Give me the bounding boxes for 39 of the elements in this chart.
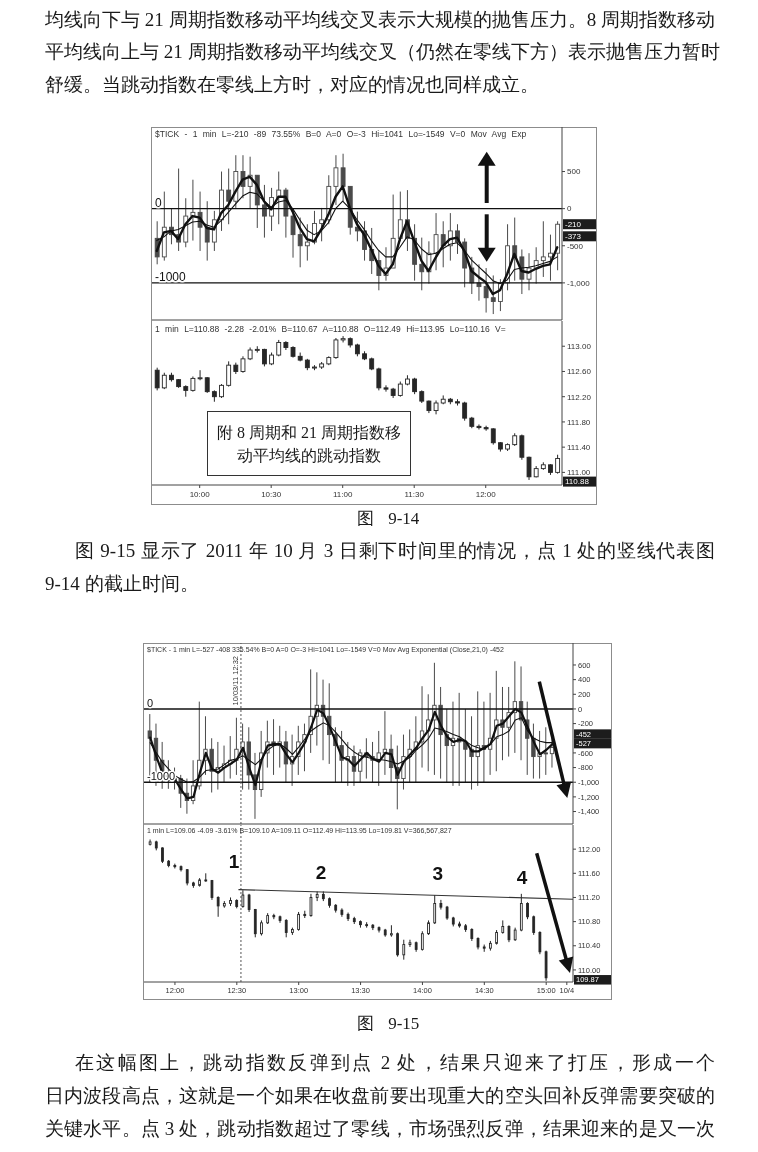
y-tick-label: 113.00 — [567, 342, 592, 352]
text: -373 — [565, 231, 582, 241]
annotation: 附 8 周期和 21 周期指数移动平均线的跳动指数 — [216, 422, 402, 466]
caption: 图 9-15 显示了 2011 年 10 月 3 日剩下时间里的情况，点 1 处的竖线代表图 — [75, 539, 715, 563]
chart-title: 1 min L=110.88 -2.28 -2.01% B=110.67 A=110.88 O=112.49 Hi=113.95 Lo=110.16 V= — [155, 324, 506, 334]
text: 日内波段高点，这就是一个如果在收盘前要出现重大的空头回补反弹需要突破的 — [45, 1084, 715, 1108]
caption: 图 9-14 — [355, 508, 421, 530]
y-tick-label: 500 — [567, 167, 581, 177]
y-tick-label: 112.60 — [567, 367, 592, 377]
text: 在这幅图上，跳动指数反弹到点 2 处，结果只迎来了打压，形成一个 — [75, 1051, 715, 1075]
y-tick-label: -500 — [567, 241, 584, 251]
y-tick-label: 111.00 — [567, 468, 591, 478]
annotation: 2 — [315, 861, 327, 883]
annotation: 4 — [516, 866, 528, 888]
text: 关键水平。点 3 处，跳动指数超过了零线，市场强烈反弹，结果迎来的是又一次 — [45, 1117, 715, 1141]
text: 舒缓。当跳动指数在零线上方时，对应的情况也同样成立。 — [45, 73, 540, 97]
text: 均线向下与 21 周期指数移动平均线交叉表示大规模的抛售压力。8 周期指数移动 — [45, 8, 715, 32]
text: 9-14 的截止时间。 — [45, 572, 200, 596]
chart-title: $TICK - 1 min L=-210 -89 73.55% B=0 A=0 O=-3 Hi=1041 Lo=-1549 V=0 Mov Avg Exp — [155, 129, 527, 139]
y-tick-label: -1,000 — [567, 278, 591, 288]
x-tick-label: 12:00 — [475, 489, 497, 499]
annotation: 1 — [228, 850, 240, 872]
text: 平均线向上与 21 周期指数移动平均线交叉（仍然在零线下方）表示抛售压力暂时 — [45, 40, 720, 64]
x-tick-label: 11:30 — [404, 489, 425, 499]
text: 110.88 — [565, 477, 590, 487]
caption: 图 9-15 — [355, 1013, 421, 1035]
y-tick-label: 111.40 — [567, 442, 591, 452]
note-box: 附 8 周期和 21 周期指数移动平均线的跳动指数 — [207, 411, 411, 476]
x-tick-label: 10:00 — [189, 489, 211, 499]
x-tick-label: 10:30 — [261, 489, 282, 499]
y-tick-label: 112.20 — [567, 392, 592, 402]
y-tick-label: 0 — [567, 204, 572, 214]
x-tick-label: 11:00 — [332, 489, 353, 499]
ref-line-label: -1000 — [155, 269, 187, 284]
ref-line-label: 0 — [147, 696, 154, 709]
y-tick-label: 111.80 — [567, 417, 591, 427]
ref-line-label: 0 — [155, 195, 162, 210]
text: -210 — [565, 219, 582, 229]
annotation: 3 — [432, 862, 443, 884]
